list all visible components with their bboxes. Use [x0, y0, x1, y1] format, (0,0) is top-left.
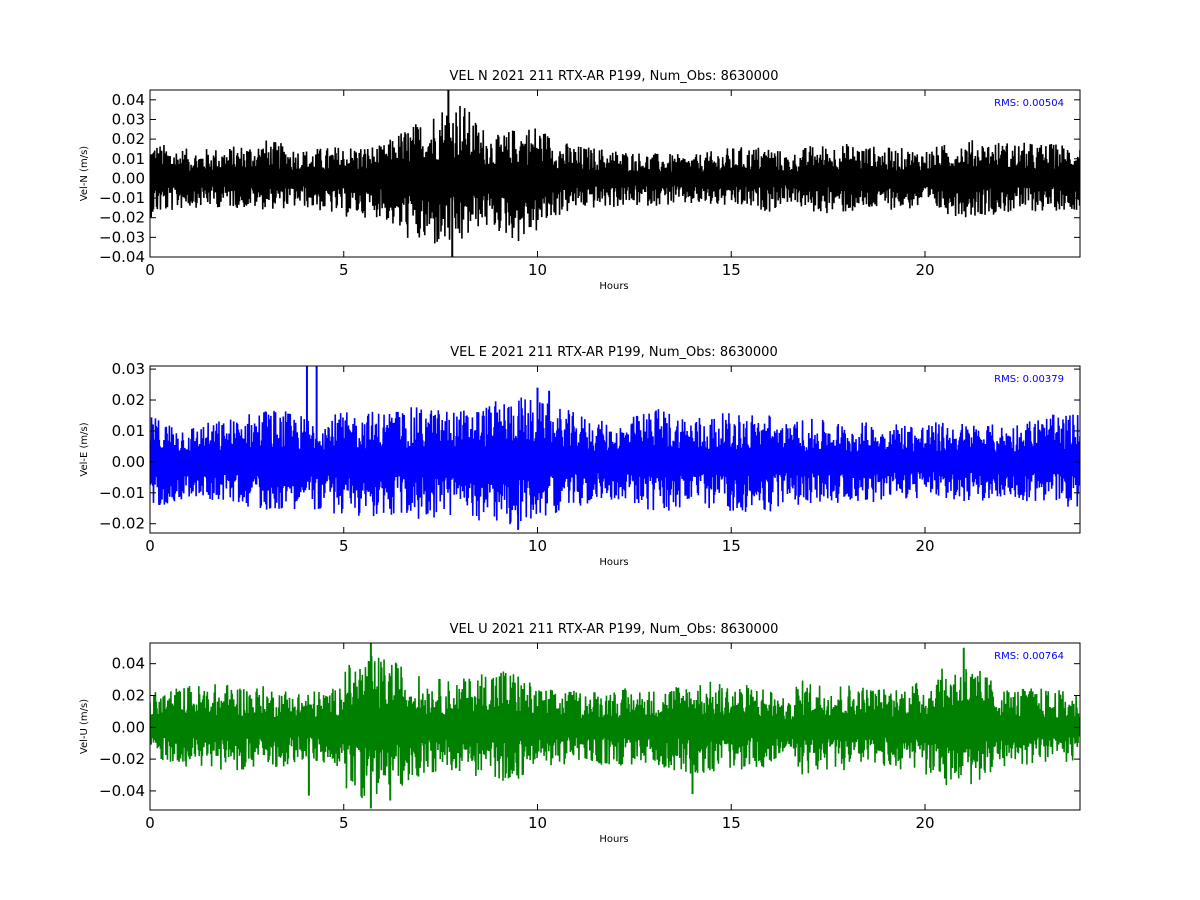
y-tick-label: −0.01 — [99, 484, 145, 502]
series-line — [150, 105, 1080, 244]
x-tick-label: 10 — [528, 261, 547, 279]
y-tick-label: 0.03 — [112, 110, 145, 128]
y-tick-label: −0.02 — [99, 209, 145, 227]
x-tick-label: 5 — [339, 814, 349, 832]
chart-panel-2: 0 5 10 15 20 −0.04 −0.02 0.00 0.02 0.04 VEL U 2021… — [79, 622, 1081, 845]
x-tick-label: 10 — [528, 814, 547, 832]
y-tick-label: −0.02 — [99, 750, 145, 768]
y-tick-label: 0.02 — [112, 391, 145, 409]
y-tick-label: 0.00 — [112, 453, 145, 471]
x-tick-label: 15 — [722, 537, 741, 555]
x-axis-label: Hours — [599, 281, 628, 292]
series-line — [150, 656, 1080, 799]
y-tick-label: −0.02 — [99, 515, 145, 533]
y-tick-label: −0.03 — [99, 228, 145, 246]
chart-title: VEL N 2021 211 RTX-AR P199, Num_Obs: 863… — [450, 69, 779, 84]
chart-panel-0: 0 5 10 15 20 −0.04 −0.03−0.02 −0.01 0.000.01 0.02… — [79, 69, 1081, 292]
x-tick-label: 20 — [915, 261, 934, 279]
axes-frame — [149, 642, 1081, 811]
x-tick-label: 20 — [915, 814, 934, 832]
axes-frame — [149, 89, 1081, 258]
x-tick-label: 10 — [528, 537, 547, 555]
y-tick-label: 0.03 — [112, 360, 145, 378]
x-tick-label: 0 — [145, 814, 155, 832]
rms-annotation: RMS: 0.00504 — [994, 98, 1064, 109]
y-tick-label: 0.02 — [112, 686, 145, 704]
x-tick-label: 15 — [722, 261, 741, 279]
x-axis-label: Hours — [599, 834, 628, 845]
y-tick-label: 0.04 — [112, 91, 145, 109]
x-tick-label: 5 — [339, 537, 349, 555]
rms-annotation: RMS: 0.00379 — [994, 374, 1064, 385]
y-axis-label: Vel-E (m/s) — [79, 422, 90, 476]
y-tick-label: 0.00 — [112, 718, 145, 736]
x-tick-label: 0 — [145, 261, 155, 279]
series-line — [150, 397, 1080, 525]
y-tick-label: 0.02 — [112, 130, 145, 148]
y-tick-label: 0.04 — [112, 655, 145, 673]
y-tick-label: 0.01 — [112, 150, 145, 168]
rms-annotation: RMS: 0.00764 — [994, 651, 1064, 662]
x-tick-label: 20 — [915, 537, 934, 555]
axes-frame — [149, 365, 1081, 534]
x-axis-label: Hours — [599, 557, 628, 568]
x-tick-label: 0 — [145, 537, 155, 555]
y-axis-label: Vel-U (m/s) — [79, 699, 90, 754]
chart-panel-1: 0 5 10 15 20 −0.02 −0.01 0.00 0.01 0.02 0.03 VEL E … — [79, 345, 1081, 568]
y-tick-label: −0.01 — [99, 189, 145, 207]
chart-title: VEL E 2021 211 RTX-AR P199, Num_Obs: 863… — [450, 345, 777, 360]
y-tick-label: 0.01 — [112, 422, 145, 440]
x-tick-label: 5 — [339, 261, 349, 279]
x-tick-label: 15 — [722, 814, 741, 832]
y-tick-label: −0.04 — [99, 248, 145, 266]
y-tick-label: 0.00 — [112, 169, 145, 187]
y-tick-label: −0.04 — [99, 782, 145, 800]
y-axis-label: Vel-N (m/s) — [79, 146, 90, 201]
chart-title: VEL U 2021 211 RTX-AR P199, Num_Obs: 863… — [450, 622, 779, 637]
